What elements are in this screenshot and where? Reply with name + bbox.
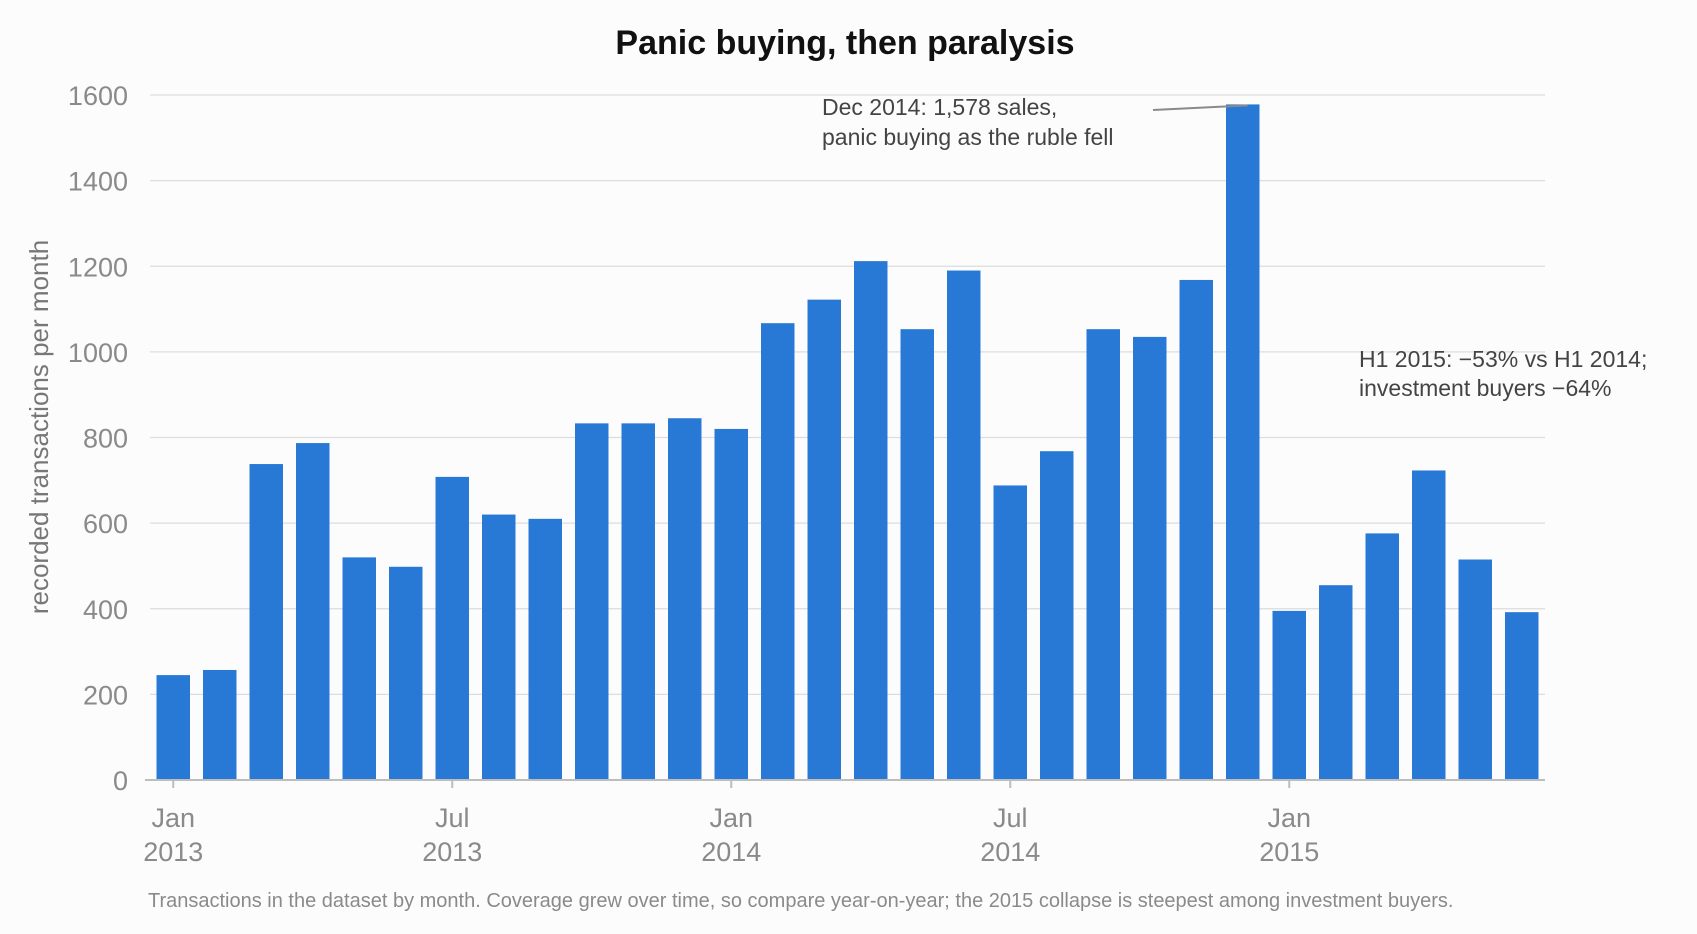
bar-2014-09 xyxy=(1086,329,1120,780)
y-tick-label: 400 xyxy=(83,595,128,625)
bars xyxy=(156,104,1539,780)
y-tick-label: 1200 xyxy=(68,252,128,282)
bar-2014-02 xyxy=(761,323,795,780)
bar-2013-02 xyxy=(203,669,237,780)
annotation-leader-line xyxy=(1152,104,1248,111)
gridlines xyxy=(150,94,1545,696)
annotation-h1-line-2: investment buyers −64% xyxy=(1359,375,1612,401)
y-tick-label: 600 xyxy=(83,509,128,539)
y-tick-label: 1600 xyxy=(68,81,128,111)
bar-2015-06 xyxy=(1505,612,1539,780)
y-axis-label: recorded transactions per month xyxy=(24,240,54,614)
x-tick-label-year: 2014 xyxy=(980,837,1040,867)
bar-2013-07 xyxy=(435,476,469,780)
x-tick-label-month: Jul xyxy=(993,803,1028,833)
bar-2013-12 xyxy=(668,418,702,780)
x-tick-label-year: 2014 xyxy=(701,837,761,867)
x-tick-label-month: Jan xyxy=(709,803,753,833)
bar-2014-11 xyxy=(1179,279,1213,780)
bar-2014-12 xyxy=(1226,104,1260,780)
bar-2014-10 xyxy=(1133,336,1167,780)
x-tick-label-year: 2013 xyxy=(422,837,482,867)
bar-2013-05 xyxy=(342,557,376,780)
bar-2014-03 xyxy=(807,299,841,780)
bar-2015-02 xyxy=(1319,585,1353,780)
y-tick-label: 1400 xyxy=(68,167,128,197)
chart-caption: Transactions in the dataset by month. Co… xyxy=(148,890,1453,912)
x-tick-label-year: 2013 xyxy=(143,837,203,867)
bar-2015-04 xyxy=(1412,470,1446,780)
bar-2013-09 xyxy=(528,518,562,780)
bar-2015-01 xyxy=(1272,610,1306,780)
bar-2013-04 xyxy=(296,443,330,780)
x-tick-label-year: 2015 xyxy=(1259,837,1319,867)
bar-2014-01 xyxy=(714,428,748,780)
y-tick-label: 0 xyxy=(113,766,128,796)
annotation-h1-line-1: H1 2015: −53% vs H1 2014; xyxy=(1359,346,1647,372)
bar-2014-04 xyxy=(854,261,888,780)
y-tick-label: 200 xyxy=(83,680,128,710)
bar-2013-03 xyxy=(249,464,283,780)
bar-2014-05 xyxy=(900,329,934,780)
y-tick-label: 800 xyxy=(83,424,128,454)
bar-2013-11 xyxy=(621,423,655,780)
axes xyxy=(145,779,1545,788)
bar-2013-10 xyxy=(575,423,609,780)
bar-2014-06 xyxy=(947,270,981,780)
annotation-peak-line-1: Dec 2014: 1,578 sales, xyxy=(822,94,1057,120)
y-tick-label: 1000 xyxy=(68,338,128,368)
annotation-peak-line-2: panic buying as the ruble fell xyxy=(822,124,1114,150)
x-tick-labels: Jan 2013 Jul 2013 Jan 2014 Jul 2014 Jan 2015 xyxy=(143,803,1319,867)
y-tick-labels: 0 200 400 600 800 1000 1200 1400 1600 xyxy=(68,81,128,796)
bar-2014-07 xyxy=(993,485,1027,780)
bar-2013-06 xyxy=(389,566,423,780)
chart-title: Panic buying, then paralysis xyxy=(615,24,1074,62)
bar-2013-01 xyxy=(156,675,190,780)
x-tick-label-month: Jul xyxy=(435,803,470,833)
bar-2015-03 xyxy=(1365,533,1399,780)
bar-2014-08 xyxy=(1040,451,1074,780)
annotation-h1-2015: H1 2015: −53% vs H1 2014; investment buy… xyxy=(1359,346,1647,401)
bar-2013-08 xyxy=(482,514,516,780)
annotation-peak: Dec 2014: 1,578 sales, panic buying as t… xyxy=(822,94,1248,150)
x-tick-label-month: Jan xyxy=(151,803,195,833)
x-tick-label-month: Jan xyxy=(1267,803,1311,833)
bar-2015-05 xyxy=(1458,559,1492,780)
